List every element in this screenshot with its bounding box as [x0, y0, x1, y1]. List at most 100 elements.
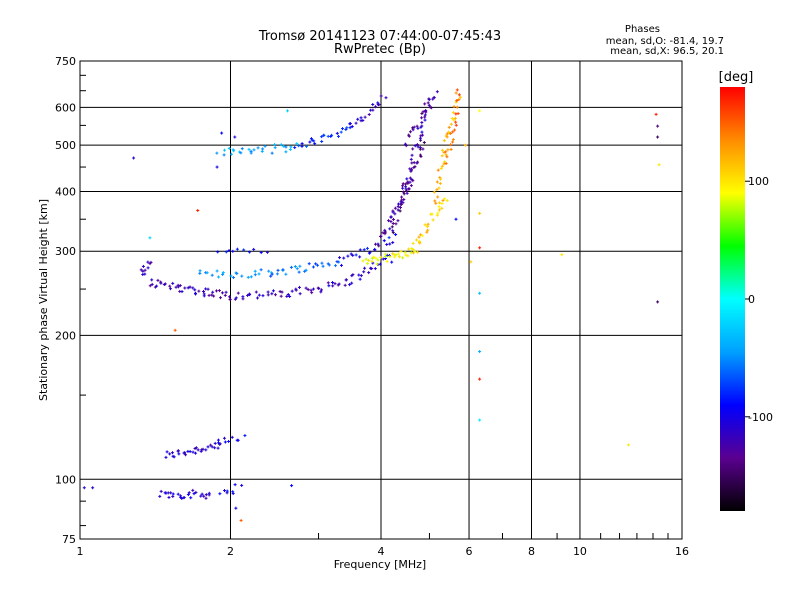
- data-point: [321, 264, 325, 268]
- data-point: [191, 450, 195, 454]
- data-point: [416, 250, 420, 254]
- data-point: [171, 454, 175, 458]
- data-point: [451, 111, 455, 115]
- data-point: [387, 236, 391, 240]
- data-point: [143, 272, 147, 276]
- data-point: [413, 249, 417, 253]
- data-point: [478, 109, 482, 113]
- data-point: [411, 147, 415, 151]
- data-point: [204, 448, 208, 452]
- data-point: [186, 286, 190, 290]
- data-point: [385, 259, 389, 263]
- data-point: [168, 452, 172, 456]
- data-point: [449, 143, 453, 147]
- data-point: [234, 506, 238, 510]
- data-point: [418, 153, 422, 157]
- data-point: [404, 187, 408, 191]
- data-point: [339, 130, 343, 134]
- data-point: [423, 115, 427, 119]
- data-point: [177, 452, 181, 456]
- data-point: [388, 242, 392, 246]
- data-point: [334, 264, 338, 268]
- data-point: [444, 161, 448, 165]
- data-point: [354, 121, 358, 125]
- data-point: [419, 233, 423, 237]
- data-point: [440, 206, 444, 210]
- data-point: [198, 269, 202, 273]
- data-point: [222, 153, 226, 157]
- data-point: [447, 125, 451, 129]
- data-point: [290, 484, 294, 488]
- data-point: [293, 265, 297, 269]
- data-point: [230, 435, 234, 439]
- data-point: [320, 135, 324, 139]
- data-point: [437, 186, 441, 190]
- data-point: [367, 271, 371, 275]
- data-point: [224, 290, 228, 294]
- data-point: [457, 93, 461, 97]
- data-point: [456, 112, 460, 116]
- data-point: [358, 277, 362, 281]
- data-point: [363, 266, 367, 270]
- data-point: [162, 283, 166, 287]
- y-tick-label: 200: [55, 329, 76, 342]
- data-point: [295, 142, 299, 146]
- data-point: [371, 261, 375, 265]
- data-point: [349, 252, 353, 256]
- data-point: [424, 109, 428, 113]
- data-point: [357, 273, 361, 277]
- stats-heading: Phases: [625, 24, 660, 35]
- data-point: [383, 228, 387, 232]
- chart-title: Tromsø 20141123 07:44:00-07:45:43: [258, 29, 501, 44]
- data-point: [400, 202, 404, 206]
- data-point: [197, 289, 201, 293]
- data-point: [435, 90, 439, 94]
- data-point: [401, 190, 405, 194]
- data-point: [191, 286, 195, 290]
- data-point: [205, 271, 209, 275]
- data-point: [420, 234, 424, 238]
- data-point: [449, 131, 453, 135]
- data-point: [442, 150, 446, 154]
- data-point: [179, 494, 183, 498]
- data-point: [440, 201, 444, 205]
- colorbar-tick-label: 0: [748, 293, 755, 306]
- data-point: [455, 99, 459, 103]
- x-tick-label: 6: [466, 545, 473, 558]
- data-point: [261, 294, 265, 298]
- data-point: [410, 153, 414, 157]
- y-tick-label: 75: [62, 533, 76, 546]
- data-point: [656, 135, 660, 139]
- data-point: [213, 441, 217, 445]
- data-point: [278, 290, 282, 294]
- data-point: [171, 451, 175, 455]
- data-point: [320, 140, 324, 144]
- data-point: [227, 439, 231, 443]
- data-point: [326, 134, 330, 138]
- data-point: [408, 176, 412, 180]
- data-point: [388, 255, 392, 259]
- colorbar-tick-label: 100: [748, 175, 769, 188]
- data-point: [657, 163, 661, 167]
- data-point: [440, 164, 444, 168]
- data-point: [206, 287, 210, 291]
- data-points: [82, 88, 661, 522]
- data-point: [236, 291, 240, 295]
- data-point: [364, 257, 368, 261]
- data-point: [227, 146, 231, 150]
- data-point: [171, 492, 175, 496]
- data-point: [377, 244, 381, 248]
- data-point: [221, 271, 225, 275]
- data-point: [423, 223, 427, 227]
- data-point: [198, 271, 202, 275]
- data-point: [275, 272, 279, 276]
- data-point: [430, 212, 434, 216]
- data-point: [392, 253, 396, 257]
- data-point: [444, 150, 448, 154]
- data-point: [240, 147, 244, 151]
- data-point: [369, 108, 373, 112]
- data-point: [420, 121, 424, 125]
- data-point: [397, 255, 401, 259]
- colorbar-tick-label: -100: [748, 411, 773, 424]
